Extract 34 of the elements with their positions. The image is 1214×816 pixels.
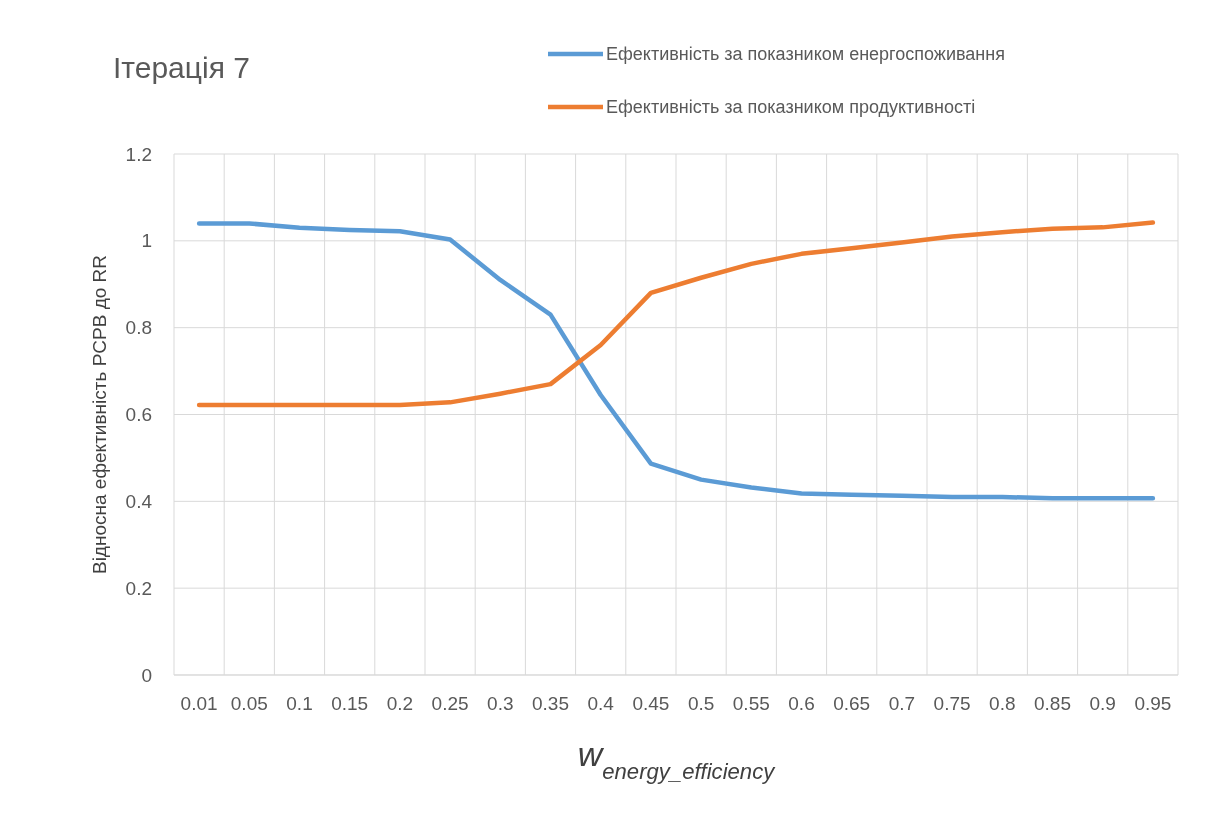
x-tick-label: 0.45 <box>632 693 670 714</box>
x-tick-label: 0.85 <box>1034 693 1071 714</box>
legend-label: Ефективність за показником енергоспоживання <box>606 44 1005 65</box>
x-tick-label: 0.15 <box>331 693 369 714</box>
x-axis-title: w$_{energy_efficiency}$ <box>577 735 777 784</box>
x-tick-label: 0.65 <box>833 693 871 714</box>
line-series <box>196 220 1156 408</box>
x-tick-label: 0.8 <box>989 693 1016 714</box>
x-tick-label: 0.3 <box>487 693 514 714</box>
x-tick-label: 0.2 <box>386 693 414 714</box>
x-tick-label: 0.25 <box>431 693 469 714</box>
x-tick-label: 0.95 <box>1134 693 1172 714</box>
y-tick-label: 0.2 <box>125 577 152 599</box>
legend-label: Ефективність за показником продуктивності <box>606 97 976 118</box>
y-tick-label: 1.2 <box>125 143 152 165</box>
y-tick-label: 0 <box>141 664 152 686</box>
y-tick-label: 0.4 <box>125 490 153 512</box>
x-tick-label: 0.7 <box>888 693 916 714</box>
x-tick-label: 0.55 <box>732 693 770 714</box>
x-tick-label: 0.75 <box>933 693 971 714</box>
y-tick-label: 1 <box>141 230 152 252</box>
y-axis-title: Відносна ефективність PCPB до RR <box>89 254 110 575</box>
x-tick-label: 0.05 <box>230 693 268 714</box>
x-tick-label: 0.6 <box>788 693 815 714</box>
y-tick-label: 0.6 <box>125 404 152 426</box>
chart-title: Ітерація 7 <box>113 51 250 84</box>
x-tick-label: 0.35 <box>532 693 569 714</box>
x-tick-label: 0.01 <box>180 693 218 714</box>
x-tick-label: 0.1 <box>286 693 313 714</box>
line-series <box>196 221 1156 501</box>
y-tick-label: 0.8 <box>125 317 152 339</box>
x-tick-label: 0.9 <box>1089 693 1116 714</box>
x-tick-label: 0.4 <box>587 693 615 714</box>
x-tick-label: 0.5 <box>687 693 715 714</box>
